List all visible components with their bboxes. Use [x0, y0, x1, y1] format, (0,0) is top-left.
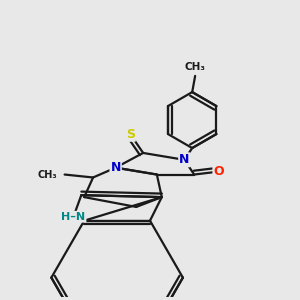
Text: H–N: H–N — [61, 212, 85, 222]
Text: S: S — [126, 128, 135, 141]
Text: O: O — [213, 165, 224, 178]
Text: N: N — [110, 161, 121, 174]
Text: CH₃: CH₃ — [38, 169, 57, 179]
Text: N: N — [179, 153, 190, 166]
Text: CH₃: CH₃ — [184, 62, 206, 72]
